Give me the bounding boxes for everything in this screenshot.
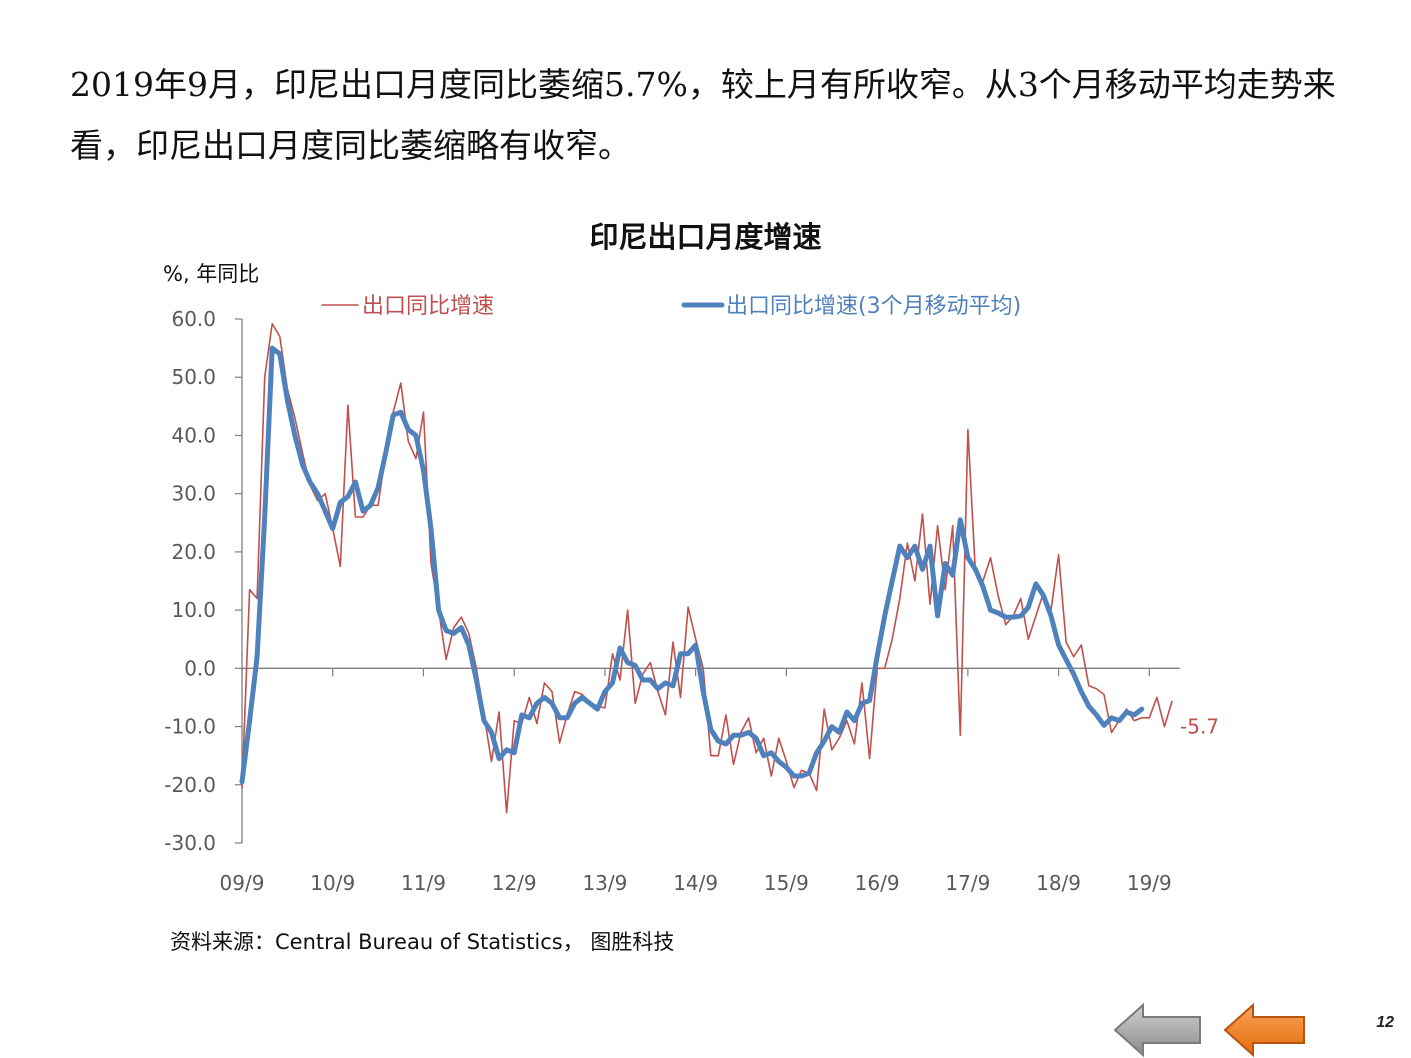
x-tick-label: 17/9 [945,871,990,895]
x-tick-label: 11/9 [401,871,446,895]
y-axis-unit-label: %, 年同比 [163,262,259,286]
y-tick-label: 50.0 [171,365,216,389]
legend-label: 出口同比增速(3个月移动平均) [726,294,1021,319]
page-number: 12 [1376,1014,1394,1031]
source-note: 资料来源：Central Bureau of Statistics， 图胜科技 [170,930,675,954]
x-tick-label: 15/9 [764,871,809,895]
x-tick-label: 19/9 [1127,871,1172,895]
x-tick-label: 14/9 [673,871,718,895]
x-tick-label: 16/9 [855,871,900,895]
y-tick-label: 40.0 [171,423,216,447]
left-arrow-gray-icon [1113,1002,1201,1058]
x-tick-label: 10/9 [310,871,355,895]
intro-text: 2019年9月，印尼出口月度同比萎缩5.7%，较上月有所收窄。从3个月移动平均走… [70,65,1336,165]
y-tick-label: -10.0 [164,715,216,739]
legend-label: 出口同比增速 [362,294,494,319]
y-tick-label: 30.0 [171,482,216,506]
x-tick-label: 09/9 [220,871,265,895]
y-tick-label: 20.0 [171,540,216,564]
y-tick-label: 60.0 [171,307,216,331]
left-arrow-orange-icon [1223,1002,1305,1058]
previous-button[interactable] [1222,1002,1314,1058]
y-tick-label: 0.0 [184,656,216,680]
export-growth-chart: 60.0 50.0 40.0 30.0 20.0 10.0 0.0 -10.0 -20.0 -30… [163,262,1219,895]
x-tick-label: 12/9 [492,871,537,895]
chart-title: 印尼出口月度增速 [589,220,822,254]
x-tick-label: 13/9 [582,871,627,895]
back-button[interactable] [1112,1002,1204,1058]
moving-average-line [239,345,1145,785]
last-value-label: -5.7 [1180,715,1219,739]
y-tick-label: 10.0 [171,598,216,622]
monthly-growth-line [241,322,1173,814]
x-tick-label: 18/9 [1036,871,1081,895]
y-tick-label: -30.0 [164,831,216,855]
y-tick-label: -20.0 [164,773,216,797]
